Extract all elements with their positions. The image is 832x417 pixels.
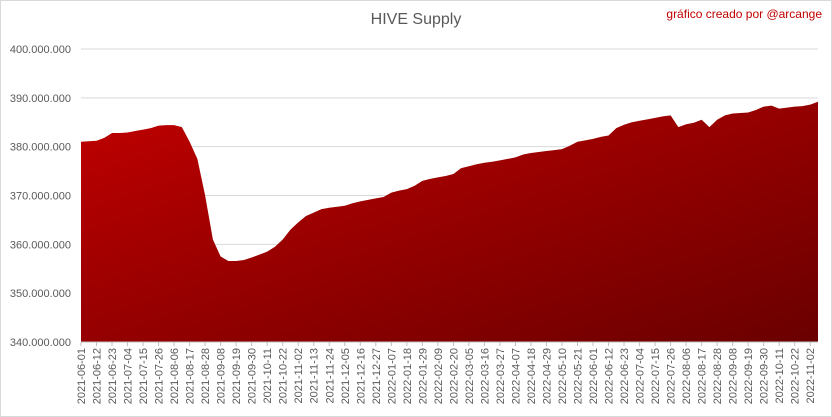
annotation: gráfico creado por @arcange (666, 7, 822, 21)
x-tick-label: 2022-06-12 (604, 348, 616, 404)
x-tick-label: 2021-08-06 (169, 348, 181, 404)
x-tick-label: 2021-11-24 (324, 348, 336, 403)
x-tick-label: 2021-09-08 (216, 348, 228, 404)
y-tick-label: 360.000.000 (10, 239, 71, 251)
x-tick-label: 2021-10-22 (278, 348, 290, 404)
x-tick-label: 2022-08-06 (681, 348, 693, 404)
chart-title: HIVE Supply (371, 11, 462, 28)
x-tick-label: 2022-07-04 (635, 348, 647, 404)
x-tick-label: 2021-07-26 (154, 348, 166, 404)
x-tick-label: 2022-07-15 (650, 348, 662, 404)
x-tick-label: 2022-04-29 (541, 348, 553, 404)
x-tick-label: 2022-06-01 (588, 348, 600, 404)
x-tick-label: 2022-03-16 (479, 348, 491, 404)
x-tick-label: 2022-09-19 (743, 348, 755, 404)
x-tick-label: 2022-11-02 (805, 348, 817, 403)
x-tick-label: 2021-06-01 (76, 348, 88, 404)
x-tick-label: 2022-08-28 (712, 348, 724, 404)
x-tick-label: 2022-09-30 (759, 348, 771, 404)
x-tick-label: 2022-02-09 (433, 348, 445, 404)
x-tick-label: 2021-11-02 (293, 348, 305, 403)
x-tick-label: 2022-10-11 (774, 348, 786, 403)
x-tick-label: 2021-09-19 (231, 348, 243, 404)
x-tick-label: 2021-12-05 (340, 348, 352, 404)
x-tick-label: 2022-07-26 (666, 348, 678, 404)
x-tick-label: 2021-07-15 (138, 348, 150, 404)
x-tick-label: 2022-10-22 (790, 348, 802, 404)
x-tick-label: 2022-04-07 (510, 348, 522, 404)
x-tick-label: 2021-11-13 (309, 348, 321, 403)
x-tick-label: 2022-04-18 (526, 348, 538, 404)
x-tick-label: 2021-08-17 (185, 348, 197, 404)
y-tick-label: 350.000.000 (10, 288, 71, 300)
y-tick-label: 390.000.000 (10, 93, 71, 105)
x-tick-label: 2022-03-05 (464, 348, 476, 404)
x-tick-label: 2021-07-04 (123, 348, 135, 404)
y-tick-label: 340.000.000 (10, 337, 71, 349)
x-tick-label: 2022-09-08 (728, 348, 740, 404)
y-tick-label: 400.000.000 (10, 44, 71, 56)
y-tick-label: 370.000.000 (10, 191, 71, 203)
x-tick-label: 2021-10-11 (262, 348, 274, 403)
x-tick-label: 2022-01-07 (386, 348, 398, 404)
x-tick-label: 2021-12-16 (355, 348, 367, 404)
x-tick-label: 2022-06-23 (619, 348, 631, 404)
x-tick-label: 2022-03-27 (495, 348, 507, 404)
area (81, 101, 818, 343)
x-tick-label: 2021-06-23 (107, 348, 119, 404)
x-tick-label: 2022-05-10 (557, 348, 569, 404)
x-tick-label: 2022-08-17 (697, 348, 709, 404)
x-tick-label: 2021-12-27 (371, 348, 383, 404)
y-tick-label: 380.000.000 (10, 142, 71, 154)
x-tick-label: 2022-01-18 (402, 348, 414, 404)
x-tick-label: 2022-05-21 (573, 348, 585, 404)
x-tick-label: 2021-09-30 (247, 348, 259, 404)
x-tick-label: 2021-06-12 (92, 348, 104, 404)
x-tick-label: 2021-08-28 (200, 348, 212, 404)
x-tick-label: 2022-02-20 (448, 348, 460, 404)
x-tick-label: 2022-01-29 (417, 348, 429, 404)
